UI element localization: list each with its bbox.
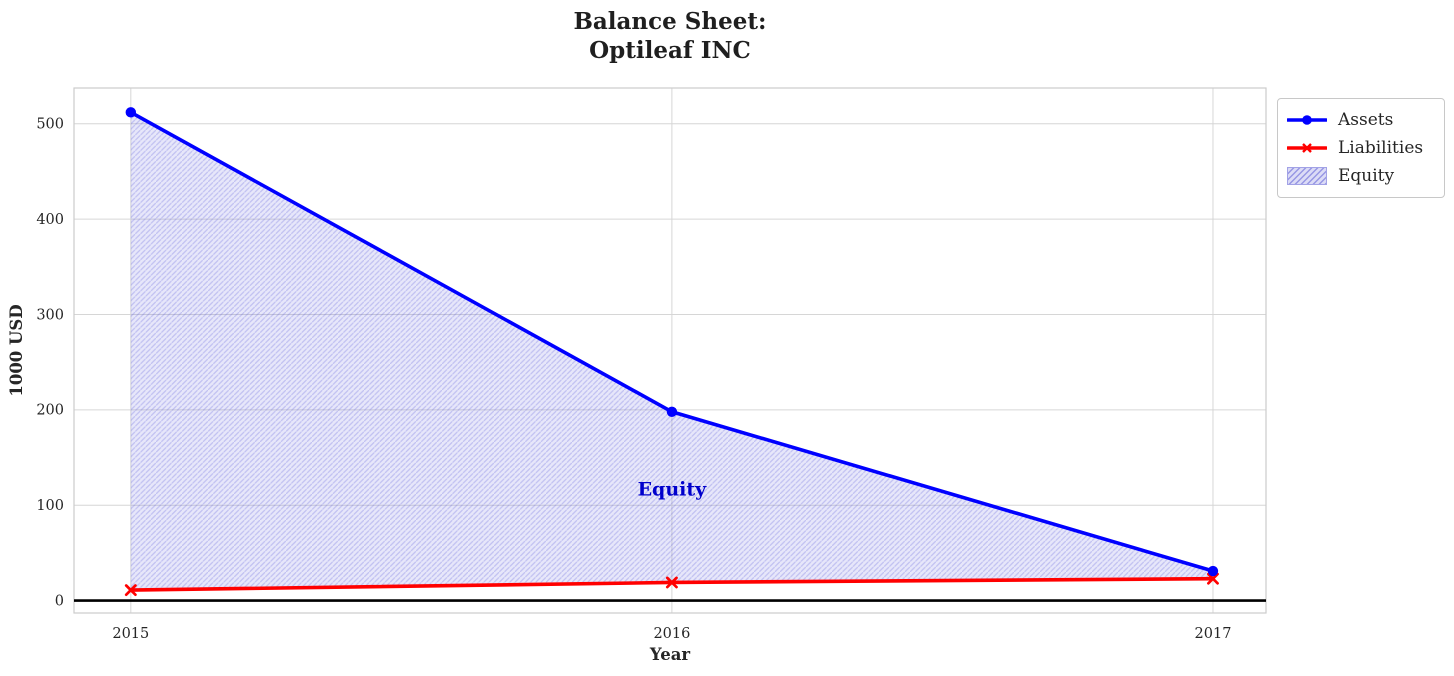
legend-label-assets: Assets — [1338, 110, 1394, 130]
series-assets — [125, 107, 1219, 577]
legend-item-liabilities: Liabilities — [1287, 134, 1434, 162]
svg-text:2016: 2016 — [653, 626, 690, 642]
svg-text:2017: 2017 — [1195, 626, 1232, 642]
svg-text:100: 100 — [36, 498, 64, 514]
liabilities-line-swatch — [1287, 143, 1327, 153]
series-liabilities — [124, 572, 1219, 597]
plot-border — [73, 87, 1267, 614]
data-point-marker — [666, 406, 678, 417]
svg-text:300: 300 — [36, 307, 64, 323]
x-axis-tick-labels: 2015 2016 2017 — [112, 626, 1231, 642]
equity-fill-area — [130, 112, 1213, 591]
data-point-marker — [125, 107, 137, 118]
svg-text:2015: 2015 — [112, 626, 149, 642]
legend-label-equity: Equity — [1338, 166, 1395, 186]
svg-text:500: 500 — [36, 117, 64, 133]
chart-title: Balance Sheet: Optileaf INC — [573, 8, 767, 64]
svg-text:0: 0 — [55, 593, 64, 609]
legend-label-liabilities: Liabilities — [1338, 138, 1424, 158]
legend-item-equity: Equity — [1287, 162, 1434, 190]
data-point-marker — [1207, 565, 1219, 577]
y-axis-label: 1000 USD — [7, 304, 26, 396]
svg-text:200: 200 — [36, 403, 64, 419]
assets-line-swatch — [1287, 115, 1327, 125]
equity-annotation: Equity — [638, 479, 708, 501]
legend: Assets Liabilities Equity — [1277, 98, 1445, 198]
equity-hatch-swatch — [1287, 167, 1327, 185]
y-axis-tick-labels: 0 100 200 300 400 500 — [36, 117, 64, 610]
svg-text:400: 400 — [36, 212, 64, 228]
x-axis-label: Year — [649, 645, 691, 664]
legend-item-assets: Assets — [1287, 106, 1434, 134]
